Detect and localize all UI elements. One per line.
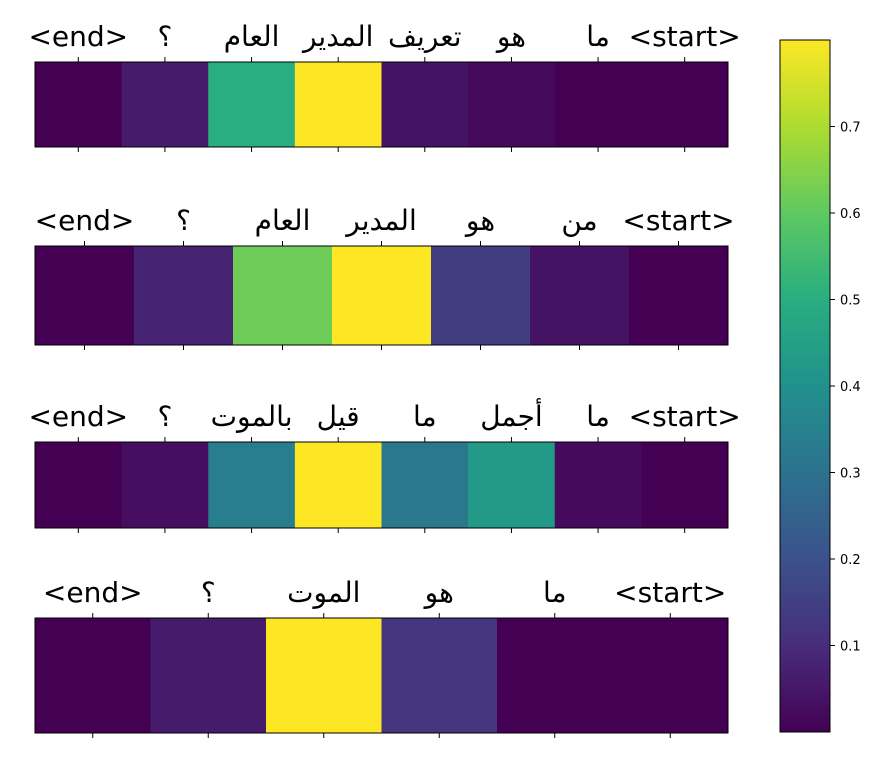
heatmap-cell: [121, 62, 209, 147]
token-label: ما: [586, 20, 610, 53]
colorbar-tick-label: 0.4: [840, 380, 861, 395]
heatmap-cell: [641, 62, 729, 147]
heatmap-row-4: <end> ؟ الموت هو ما <start>: [34, 576, 729, 738]
colorbar: 0.1 0.2 0.3 0.4 0.5 0.6 0.7: [779, 39, 861, 733]
heatmap-cell: [431, 246, 531, 345]
colorbar-tick-label: 0.5: [840, 294, 861, 309]
heatmap-row-2: <end> ؟ العام المدير هو من <start>: [34, 204, 735, 350]
token-label: ؟: [201, 576, 216, 609]
token-label: العام: [255, 204, 311, 237]
token-label: هو: [423, 576, 454, 609]
heatmap-cell: [381, 62, 469, 147]
token-label: ؟: [158, 20, 173, 53]
token-label: <end>: [28, 20, 128, 53]
heatmap-cell: [554, 442, 642, 528]
token-label: <start>: [629, 20, 741, 53]
token-label: المدير: [344, 204, 416, 237]
heatmap-frame: [34, 61, 729, 148]
colorbar-tick-label: 0.6: [840, 207, 861, 222]
heatmap-cell: [612, 618, 729, 733]
token-label: تعريف: [388, 20, 462, 53]
token-label: الموت: [287, 576, 360, 609]
heatmap-frame: [34, 617, 729, 734]
heatmap-cell: [641, 442, 729, 528]
token-label: ما: [586, 400, 610, 433]
heatmap-cell: [35, 246, 135, 345]
heatmap-cell: [468, 442, 556, 528]
heatmap-row-3: <end> ؟ بالموت قيل ما أجمل ما <start>: [28, 397, 741, 533]
heatmap-cell: [381, 442, 469, 528]
token-label: <end>: [35, 204, 135, 237]
heatmap-cell: [468, 62, 556, 147]
heatmap-cell: [294, 442, 382, 528]
token-label: ؟: [176, 204, 191, 237]
colorbar-tick-label: 0.3: [840, 467, 861, 482]
colorbar-tick-label: 0.2: [840, 553, 861, 568]
heatmap-cell: [332, 246, 432, 345]
heatmap-cell: [629, 246, 729, 345]
heatmap-cell: [233, 246, 333, 345]
heatmap-cell: [497, 618, 613, 733]
heatmap-frame: [34, 245, 729, 346]
heatmap-cell: [35, 618, 151, 733]
heatmap-cell: [554, 62, 642, 147]
token-label: المدير: [301, 20, 373, 53]
token-label: هو: [464, 204, 495, 237]
token-label: <start>: [614, 576, 726, 609]
token-label: <start>: [629, 400, 741, 433]
heatmap-rows: <end> ؟ العام المدير تعريف هو ما <start> <end> ؟ ا…: [28, 20, 741, 738]
token-label: ما: [413, 400, 437, 433]
heatmap-cell: [150, 618, 267, 733]
heatmap-cell: [530, 246, 630, 345]
token-label: من: [561, 204, 597, 237]
token-label: هو: [495, 20, 526, 53]
heatmap-cell: [134, 246, 234, 345]
token-label: <end>: [43, 576, 143, 609]
token-label: <end>: [28, 400, 128, 433]
colorbar-tick-label: 0.7: [840, 121, 861, 136]
heatmap-cell: [294, 62, 382, 147]
colorbar-tick-label: 0.1: [840, 640, 861, 655]
colorbar-gradient: [780, 40, 830, 732]
heatmap-cell: [121, 442, 209, 528]
token-label: ؟: [158, 400, 173, 433]
heatmap-cell: [266, 618, 382, 733]
heatmap-frame: [34, 441, 729, 529]
token-label: بالموت: [211, 400, 293, 433]
heatmap-cell: [35, 62, 123, 147]
token-label: <start>: [622, 204, 734, 237]
heatmap-row-1: <end> ؟ العام المدير تعريف هو ما <start>: [28, 20, 741, 152]
token-label: قيل: [317, 400, 360, 433]
heatmap-cell: [208, 442, 296, 528]
token-label: ما: [543, 576, 567, 609]
heatmap-cell: [35, 442, 123, 528]
heatmap-cell: [381, 618, 498, 733]
heatmap-cell: [208, 62, 296, 147]
token-label: العام: [224, 20, 280, 53]
token-label: أجمل: [480, 397, 542, 433]
